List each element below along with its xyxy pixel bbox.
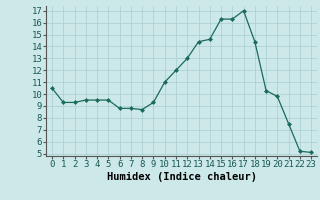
X-axis label: Humidex (Indice chaleur): Humidex (Indice chaleur): [107, 172, 257, 182]
